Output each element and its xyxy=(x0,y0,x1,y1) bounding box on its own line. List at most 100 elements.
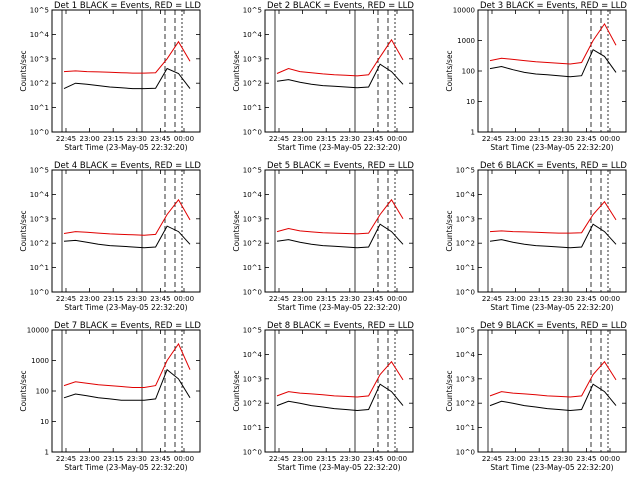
x-tick-label: 23:15 xyxy=(316,135,336,143)
x-tick-label: 23:30 xyxy=(340,135,360,143)
chart-svg: Det 2 BLACK = Events, RED = LLD 10^0 10^1 1… xyxy=(232,1,414,152)
y-tick-label: 10^2 xyxy=(456,240,475,248)
y-tick-label: 10^2 xyxy=(30,240,49,248)
x-tick-label: 00:00 xyxy=(600,295,620,303)
x-tick-label: 23:00 xyxy=(293,135,313,143)
x-tick-label: 00:00 xyxy=(174,295,194,303)
x-tick-label: 00:00 xyxy=(387,455,407,463)
x-axis-label: Start Time (23-May-05 22:32:20) xyxy=(490,463,613,472)
y-tick-label: 1000 xyxy=(457,37,475,45)
x-tick-label: 23:00 xyxy=(80,295,100,303)
x-tick-label: 00:00 xyxy=(600,135,620,143)
y-tick-label: 10^2 xyxy=(30,80,49,88)
x-tick-label: 00:00 xyxy=(174,455,194,463)
y-axis-label: Counts/sec xyxy=(19,210,28,251)
x-tick-label: 23:30 xyxy=(127,295,147,303)
lld-series-line xyxy=(63,40,191,74)
y-tick-label: 10^3 xyxy=(30,55,49,63)
plot-frame xyxy=(477,9,627,133)
y-tick-label: 10 xyxy=(466,98,475,106)
det-panel-3: Det 3 BLACK = Events, RED = LLD 1 10 100 100… xyxy=(426,0,639,160)
chart-svg: Det 9 BLACK = Events, RED = LLD 10^0 10^1 1… xyxy=(445,321,627,472)
y-tick-label: 10^2 xyxy=(243,400,262,408)
plot-frame xyxy=(51,169,201,293)
events-series-line xyxy=(276,223,404,249)
x-tick-label: 23:00 xyxy=(80,455,100,463)
y-tick-label: 10^4 xyxy=(30,191,50,199)
x-tick-label: 23:45 xyxy=(576,455,596,463)
y-tick-label: 10^2 xyxy=(456,400,475,408)
chart-svg: Det 3 BLACK = Events, RED = LLD 1 10 100 100… xyxy=(445,1,627,152)
det-panel-4: Det 4 BLACK = Events, RED = LLD 10^0 10^1 1… xyxy=(0,160,213,320)
y-tick-label: 100 xyxy=(36,388,49,396)
x-tick-label: 22:45 xyxy=(269,135,289,143)
lld-series-line xyxy=(63,342,191,388)
chart-title: Det 5 BLACK = Events, RED = LLD xyxy=(267,161,414,171)
lld-series-line xyxy=(63,198,191,236)
x-tick-label: 00:00 xyxy=(387,135,407,143)
y-tick-label: 10^5 xyxy=(30,7,49,15)
y-tick-label: 10^3 xyxy=(243,215,262,223)
x-tick-label: 23:00 xyxy=(506,455,526,463)
x-tick-label: 23:45 xyxy=(150,455,170,463)
x-axis-label: Start Time (23-May-05 22:32:20) xyxy=(490,303,613,312)
y-tick-label: 10^4 xyxy=(243,191,263,199)
x-tick-label: 23:45 xyxy=(576,135,596,143)
chart-svg: Det 4 BLACK = Events, RED = LLD 10^0 10^1 1… xyxy=(19,161,201,312)
chart-svg: Det 1 BLACK = Events, RED = LLD 10^0 10^1 1… xyxy=(19,1,201,152)
x-tick-label: 22:45 xyxy=(482,295,502,303)
y-tick-label: 10^5 xyxy=(456,327,475,335)
y-tick-label: 10^2 xyxy=(243,240,262,248)
events-series-line xyxy=(63,225,191,249)
y-tick-label: 10^4 xyxy=(456,191,476,199)
x-tick-label: 23:30 xyxy=(553,295,573,303)
y-tick-label: 100 xyxy=(462,68,475,76)
y-tick-label: 10^3 xyxy=(456,215,475,223)
y-tick-label: 10^1 xyxy=(243,264,262,272)
y-tick-label: 10^1 xyxy=(243,104,262,112)
events-series-line xyxy=(63,67,191,90)
y-tick-label: 10^1 xyxy=(456,264,475,272)
y-tick-label: 10^3 xyxy=(456,375,475,383)
x-axis-label: Start Time (23-May-05 22:32:20) xyxy=(64,303,187,312)
x-tick-label: 23:45 xyxy=(150,135,170,143)
y-tick-label: 1 xyxy=(471,129,475,137)
x-tick-label: 23:15 xyxy=(529,135,549,143)
events-series-line xyxy=(276,383,404,412)
chart-title: Det 7 BLACK = Events, RED = LLD xyxy=(54,321,201,331)
x-tick-label: 22:45 xyxy=(56,455,76,463)
y-axis-label: Counts/sec xyxy=(445,50,454,91)
y-tick-label: 10000 xyxy=(27,327,49,335)
x-tick-label: 23:30 xyxy=(127,135,147,143)
y-tick-label: 10^4 xyxy=(30,31,50,39)
lld-series-line xyxy=(489,200,617,234)
y-tick-label: 10^4 xyxy=(243,31,263,39)
y-axis-label: Counts/sec xyxy=(232,50,241,91)
events-series-line xyxy=(63,368,191,401)
y-tick-label: 10^0 xyxy=(243,449,262,457)
x-tick-label: 23:00 xyxy=(506,135,526,143)
det-panel-9: Det 9 BLACK = Events, RED = LLD 10^0 10^1 1… xyxy=(426,320,639,480)
x-tick-label: 23:45 xyxy=(576,295,596,303)
x-axis-label: Start Time (23-May-05 22:32:20) xyxy=(277,463,400,472)
lld-series-line xyxy=(276,38,404,77)
det-panel-5: Det 5 BLACK = Events, RED = LLD 10^0 10^1 1… xyxy=(213,160,426,320)
y-tick-label: 10^0 xyxy=(30,129,49,137)
det-panel-2: Det 2 BLACK = Events, RED = LLD 10^0 10^1 1… xyxy=(213,0,426,160)
x-tick-label: 23:30 xyxy=(553,455,573,463)
chart-title: Det 6 BLACK = Events, RED = LLD xyxy=(480,161,627,171)
x-tick-label: 23:15 xyxy=(103,295,123,303)
x-tick-label: 00:00 xyxy=(387,295,407,303)
plot-frame xyxy=(477,329,627,453)
x-tick-label: 23:45 xyxy=(363,295,383,303)
x-tick-label: 23:45 xyxy=(150,295,170,303)
y-tick-label: 10^1 xyxy=(243,424,262,432)
chart-svg: Det 8 BLACK = Events, RED = LLD 10^0 10^1 1… xyxy=(232,321,414,472)
x-axis-label: Start Time (23-May-05 22:32:20) xyxy=(277,303,400,312)
chart-title: Det 9 BLACK = Events, RED = LLD xyxy=(480,321,627,331)
chart-title: Det 3 BLACK = Events, RED = LLD xyxy=(480,1,627,11)
x-axis-label: Start Time (23-May-05 22:32:20) xyxy=(490,143,613,152)
x-tick-label: 22:45 xyxy=(269,455,289,463)
y-tick-label: 10^4 xyxy=(243,351,263,359)
x-tick-label: 22:45 xyxy=(56,135,76,143)
